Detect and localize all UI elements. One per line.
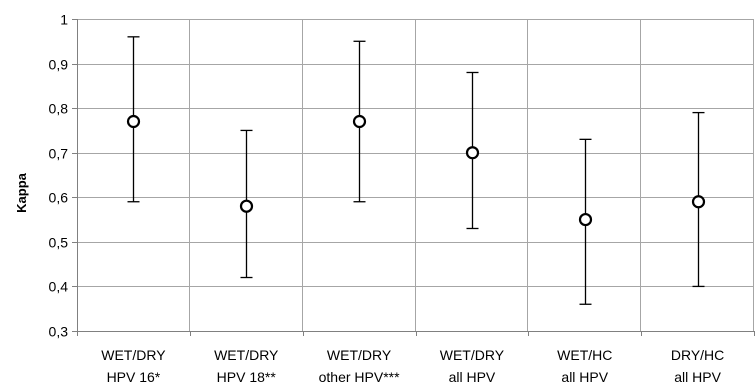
- x-tick-labels: WET/DRY HPV 16* WET/DRY HPV 18** WET/DRY othe…: [101, 347, 724, 385]
- x-tick-label: all HPV: [449, 369, 496, 385]
- x-tick-label: all HPV: [674, 369, 721, 385]
- data-point: [465, 146, 480, 160]
- data-point: [352, 114, 367, 129]
- y-tick-label: 0,6: [49, 190, 69, 206]
- x-tick-label: DRY/HC: [671, 347, 724, 363]
- y-tick-label: 0,5: [49, 235, 69, 251]
- x-tick-label: WET/DRY: [327, 347, 392, 363]
- data-point: [578, 212, 593, 227]
- data-point: [239, 199, 254, 213]
- x-tick-label: all HPV: [561, 369, 608, 385]
- x-tick-label: HPV 16*: [107, 369, 161, 385]
- y-tick-labels: 0,3 0,4 0,5 0,6 0,7 0,8 0,9 1: [49, 12, 69, 340]
- x-tick-label: WET/DRY: [440, 347, 505, 363]
- data-point: [691, 195, 706, 209]
- y-tick-label: 0,7: [49, 146, 69, 162]
- y-tick-label: 0,8: [49, 101, 69, 117]
- x-tick-label: WET/DRY: [214, 347, 279, 363]
- data-point: [126, 114, 141, 129]
- x-tick-label: WET/HC: [557, 347, 612, 363]
- x-tick-label: HPV 18**: [217, 369, 277, 385]
- y-tick-label: 1: [60, 12, 68, 28]
- y-axis-label: Kappa: [14, 172, 29, 213]
- grid-layer: [77, 19, 754, 331]
- axis-layer: [72, 19, 755, 336]
- x-tick-label: other HPV***: [319, 369, 400, 385]
- y-tick-label: 0,9: [49, 57, 69, 73]
- y-tick-label: 0,4: [49, 279, 69, 295]
- y-tick-label: 0,3: [49, 324, 69, 340]
- data-layer: [126, 36, 706, 305]
- x-tick-label: WET/DRY: [101, 347, 166, 363]
